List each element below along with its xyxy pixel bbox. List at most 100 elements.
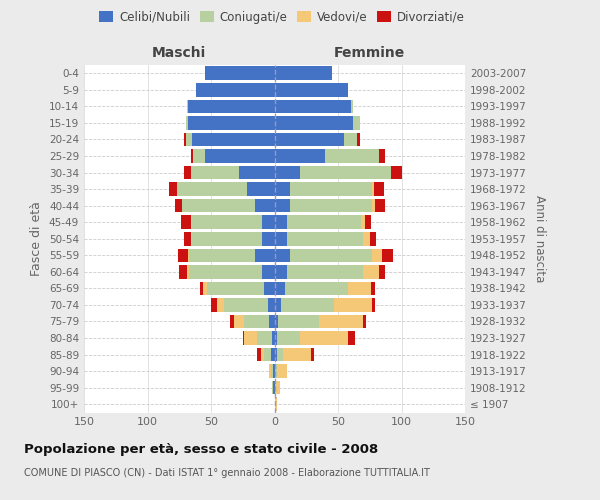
- Bar: [187, 265, 190, 278]
- Bar: [239, 166, 275, 179]
- Bar: [262, 216, 275, 229]
- Bar: [334, 298, 372, 312]
- Bar: [372, 248, 382, 262]
- Bar: [277, 364, 287, 378]
- Bar: [265, 282, 275, 295]
- Bar: [284, 282, 348, 295]
- Bar: [391, 166, 401, 179]
- Bar: [275, 314, 278, 328]
- Bar: [275, 182, 290, 196]
- Bar: [374, 182, 384, 196]
- Bar: [287, 232, 364, 245]
- Bar: [205, 149, 275, 163]
- Bar: [190, 248, 256, 262]
- Bar: [194, 149, 205, 163]
- Bar: [275, 265, 287, 278]
- Bar: [188, 100, 275, 113]
- Bar: [350, 100, 353, 113]
- Bar: [300, 166, 391, 179]
- Text: Maschi: Maschi: [152, 46, 206, 60]
- Bar: [191, 166, 239, 179]
- Bar: [353, 116, 359, 130]
- Bar: [325, 149, 379, 163]
- Bar: [272, 381, 273, 394]
- Bar: [364, 314, 366, 328]
- Bar: [188, 116, 275, 130]
- Bar: [273, 364, 275, 378]
- Bar: [181, 216, 191, 229]
- Bar: [370, 232, 376, 245]
- Bar: [348, 332, 355, 345]
- Bar: [224, 298, 268, 312]
- Bar: [262, 232, 275, 245]
- Bar: [256, 248, 275, 262]
- Bar: [192, 132, 275, 146]
- Bar: [244, 332, 257, 345]
- Bar: [268, 298, 275, 312]
- Bar: [269, 314, 275, 328]
- Bar: [257, 348, 260, 362]
- Bar: [379, 265, 385, 278]
- Bar: [275, 132, 344, 146]
- Bar: [271, 364, 273, 378]
- Bar: [187, 100, 188, 113]
- Bar: [191, 149, 193, 163]
- Bar: [275, 166, 300, 179]
- Bar: [276, 381, 280, 394]
- Bar: [275, 66, 332, 80]
- Bar: [275, 248, 290, 262]
- Bar: [211, 298, 217, 312]
- Bar: [275, 381, 276, 394]
- Bar: [244, 314, 269, 328]
- Bar: [290, 182, 372, 196]
- Bar: [265, 348, 271, 362]
- Bar: [375, 199, 385, 212]
- Bar: [247, 182, 275, 196]
- Bar: [271, 348, 275, 362]
- Bar: [372, 298, 375, 312]
- Bar: [262, 265, 275, 278]
- Bar: [260, 348, 265, 362]
- Bar: [283, 348, 311, 362]
- Bar: [192, 232, 262, 245]
- Bar: [277, 332, 300, 345]
- Bar: [372, 182, 374, 196]
- Bar: [364, 232, 370, 245]
- Bar: [175, 199, 182, 212]
- Bar: [193, 149, 194, 163]
- Bar: [275, 398, 277, 411]
- Bar: [348, 282, 371, 295]
- Text: Femmine: Femmine: [334, 46, 406, 60]
- Bar: [217, 298, 224, 312]
- Bar: [275, 364, 277, 378]
- Bar: [364, 265, 379, 278]
- Bar: [185, 116, 188, 130]
- Bar: [184, 166, 191, 179]
- Bar: [205, 66, 275, 80]
- Bar: [379, 149, 385, 163]
- Bar: [275, 348, 277, 362]
- Y-axis label: Anni di nascita: Anni di nascita: [533, 195, 546, 282]
- Bar: [196, 83, 275, 96]
- Bar: [234, 314, 244, 328]
- Bar: [361, 216, 365, 229]
- Bar: [243, 332, 244, 345]
- Bar: [290, 248, 372, 262]
- Bar: [275, 83, 348, 96]
- Bar: [275, 116, 353, 130]
- Bar: [179, 265, 187, 278]
- Bar: [365, 216, 371, 229]
- Bar: [275, 216, 287, 229]
- Bar: [177, 182, 247, 196]
- Bar: [275, 232, 287, 245]
- Bar: [191, 216, 192, 229]
- Bar: [275, 149, 325, 163]
- Y-axis label: Fasce di età: Fasce di età: [31, 202, 43, 276]
- Bar: [275, 199, 290, 212]
- Bar: [207, 282, 265, 295]
- Bar: [188, 248, 190, 262]
- Text: Popolazione per età, sesso e stato civile - 2008: Popolazione per età, sesso e stato civil…: [24, 442, 378, 456]
- Bar: [257, 332, 272, 345]
- Bar: [200, 282, 203, 295]
- Bar: [275, 282, 284, 295]
